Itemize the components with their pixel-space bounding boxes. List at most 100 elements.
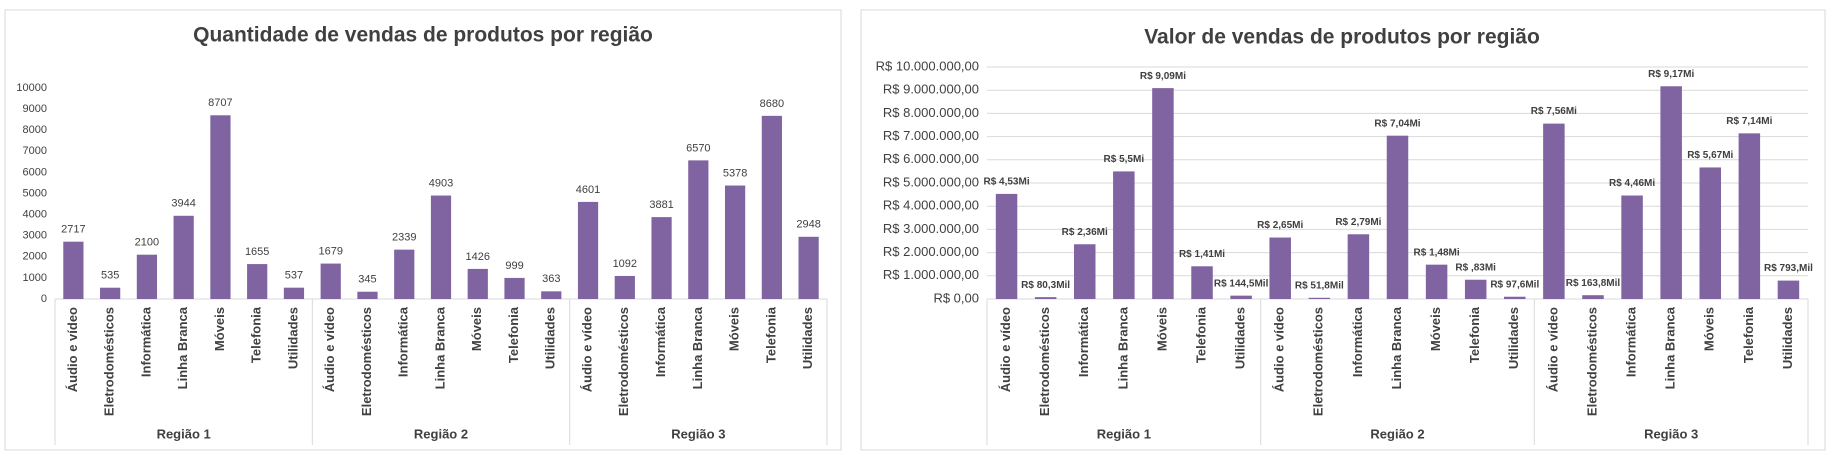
bar (1034, 297, 1057, 299)
data-label: R$ 793,Mil (1764, 263, 1813, 274)
x-tick-label: Linha Branca (175, 306, 190, 389)
data-label: 8707 (208, 97, 232, 109)
y-tick-label: 3000 (23, 230, 47, 242)
y-tick-label: R$ 2.000.000,00 (883, 244, 979, 259)
x-tick-label: Móveis (1428, 307, 1443, 351)
data-label: R$ 4,53Mi (983, 177, 1029, 188)
x-tick-label: Informática (1624, 306, 1639, 377)
bar (173, 215, 194, 299)
bar (1191, 266, 1213, 299)
data-label: R$ 7,14Mi (1726, 116, 1772, 127)
y-tick-label: 6000 (23, 166, 47, 178)
x-tick-label: Áudio e vídeo (1545, 307, 1560, 392)
bar (283, 287, 305, 299)
y-tick-label: 5000 (23, 187, 47, 199)
data-label: R$ 1,48Mi (1414, 247, 1460, 258)
data-label: R$ 1,41Mi (1179, 249, 1225, 260)
y-tick-label: R$ 7.000.000,00 (883, 128, 979, 143)
data-label: 363 (542, 273, 560, 285)
data-label: R$ 2,65Mi (1257, 220, 1303, 231)
bar (761, 115, 782, 300)
y-tick-label: R$ 8.000.000,00 (883, 105, 979, 120)
x-tick-label: Móveis (1154, 307, 1169, 351)
x-tick-label: Telefonia (1741, 306, 1756, 363)
bar (504, 277, 525, 299)
bar (995, 193, 1018, 299)
x-tick-label: Áudio e vídeo (1272, 307, 1287, 392)
data-label: 4601 (576, 184, 600, 196)
bar (394, 249, 415, 299)
x-tick-label: Utilidades (800, 307, 815, 369)
x-tick-label: Telefonia (1193, 306, 1208, 363)
y-tick-label: 7000 (23, 145, 47, 157)
x-tick-label: Utilidades (543, 307, 558, 369)
data-label: R$ 7,56Mi (1531, 106, 1577, 117)
data-label: 6570 (686, 142, 710, 154)
data-label: R$ 144,5Mil (1214, 278, 1269, 289)
bar (1152, 88, 1174, 299)
data-label: R$ 7,04Mi (1374, 118, 1420, 129)
bar (724, 185, 746, 299)
group-label: Região 2 (1370, 426, 1424, 441)
x-tick-label: Móveis (212, 307, 227, 351)
data-label: R$ 5,5Mi (1104, 154, 1145, 165)
data-label: 1092 (613, 258, 637, 270)
bar (1504, 296, 1526, 299)
data-label: 1679 (318, 245, 342, 257)
bar (63, 241, 84, 299)
chart-frame (4, 9, 842, 451)
bar (1113, 171, 1135, 299)
group-label: Região 2 (414, 426, 468, 441)
y-tick-label: 1000 (23, 272, 47, 284)
bar (688, 160, 709, 299)
bar (1269, 237, 1291, 299)
x-tick-label: Linha Branca (1389, 306, 1404, 389)
bar (247, 264, 268, 299)
x-tick-label: Móveis (1702, 307, 1717, 351)
data-label: R$ 9,09Mi (1140, 71, 1186, 82)
bar (614, 275, 635, 299)
x-tick-label: Áudio e vídeo (998, 307, 1013, 392)
group-label: Região 3 (671, 426, 725, 441)
bar (1582, 295, 1604, 299)
x-tick-label: Utilidades (1506, 307, 1521, 369)
group-label: Região 1 (1097, 426, 1151, 441)
x-tick-label: Móveis (469, 307, 484, 351)
bar (320, 263, 341, 299)
data-label: 2717 (61, 224, 85, 236)
x-tick-label: Linha Branca (432, 306, 447, 389)
x-tick-label: Informática (1350, 306, 1365, 377)
x-tick-label: Telefonia (249, 306, 264, 363)
x-tick-label: Eletrodomésticos (616, 307, 631, 416)
data-label: R$ ,83Mi (1455, 262, 1496, 273)
bar (1464, 279, 1487, 299)
y-tick-label: 10000 (16, 82, 47, 94)
bar (100, 287, 121, 299)
bar (210, 115, 231, 299)
y-tick-label: 2000 (23, 251, 47, 263)
y-tick-label: 9000 (23, 103, 47, 115)
x-tick-label: Eletrodomésticos (1584, 307, 1599, 416)
bar (1230, 295, 1252, 299)
x-tick-label: Eletrodomésticos (359, 307, 374, 416)
x-tick-label: Telefonia (506, 306, 521, 363)
chart-title: Quantidade de vendas de produtos por reg… (193, 24, 653, 47)
bar (1543, 123, 1565, 299)
data-label: 4903 (429, 177, 453, 189)
x-tick-label: Informática (1076, 306, 1091, 377)
bar (1425, 264, 1448, 299)
bar (430, 195, 452, 299)
x-tick-label: Linha Branca (690, 306, 705, 389)
x-tick-label: Informática (138, 306, 153, 377)
data-label: 2948 (796, 219, 820, 231)
x-tick-label: Eletrodomésticos (102, 307, 117, 416)
y-tick-label: R$ 4.000.000,00 (883, 198, 979, 213)
bar (136, 254, 158, 299)
y-tick-label: 0 (41, 293, 47, 305)
x-tick-label: Utilidades (1233, 307, 1248, 369)
y-tick-label: R$ 5.000.000,00 (883, 174, 979, 189)
bar (541, 291, 562, 299)
bar (1699, 167, 1722, 299)
data-label: R$ 97,6Mil (1490, 279, 1539, 290)
